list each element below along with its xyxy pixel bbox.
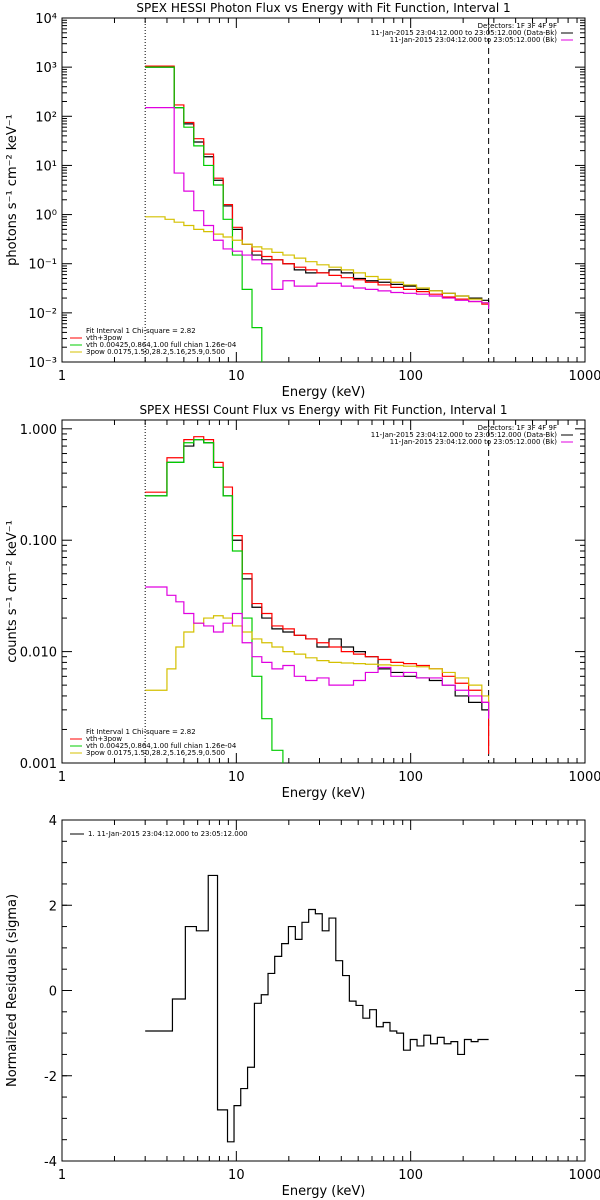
series-line-vth-3pow — [145, 65, 490, 308]
legend-bottomleft-text: vth+3pow — [86, 735, 122, 743]
plot-area — [145, 65, 490, 362]
legend-bottomleft-text: Fit Interval 1 Chi-square = 2.82 — [86, 728, 196, 736]
plot-area — [145, 436, 490, 763]
x-tick-label: 10 — [228, 1168, 245, 1183]
y-axis-label: photons s⁻¹ cm⁻² keV⁻¹ — [5, 114, 20, 266]
plot-frame — [61, 419, 586, 764]
y-tick-label: 0 — [49, 985, 57, 1000]
x-tick-label: 100 — [398, 1168, 423, 1183]
x-tick-label: 100 — [398, 369, 423, 384]
legend-bottomleft-text: vth 0.00425,0.864,1.00 full chian 1.26e-… — [86, 341, 237, 349]
legend-topright-text: 11-Jan-2015 23:04:12.000 to 23:05:12.000… — [371, 29, 558, 37]
y-tick-label: 1.000 — [20, 423, 57, 438]
y-tick-label: 4 — [49, 814, 57, 829]
y-tick-label: 10⁻³ — [28, 356, 57, 371]
legend-bottomleft-text: vth 0.00425,0.864,1.00 full chian 1.26e-… — [86, 742, 237, 750]
x-tick-label: 1000 — [568, 770, 600, 785]
series-line-1-11-jan-2015-23-04-12-000-to-23-05-12-000 — [145, 874, 489, 1143]
series-line-bk — [145, 107, 490, 309]
legend-text: 1. 11-Jan-2015 23:04:12.000 to 23:05:12.… — [88, 830, 248, 838]
x-tick-label: 1000 — [568, 1168, 600, 1183]
series-line-vth — [145, 66, 263, 362]
y-tick-label: 0.010 — [20, 646, 57, 661]
y-tick-label: 0.001 — [20, 757, 57, 772]
x-tick-label: 1 — [58, 770, 66, 785]
chart-title: SPEX HESSI Photon Flux vs Energy with Fi… — [136, 1, 510, 15]
x-tick-label: 1000 — [568, 369, 600, 384]
y-axis-label: Normalized Residuals (sigma) — [5, 894, 20, 1087]
x-tick-label: 1 — [58, 1168, 66, 1183]
chart-panel-1: SPEX HESSI Photon Flux vs Energy with Fi… — [5, 1, 600, 400]
y-tick-label: 10² — [35, 110, 57, 125]
plot-frame — [61, 819, 586, 1162]
series-line-vth — [145, 439, 284, 763]
legend-topright-text: Detectors: 1F 3F 4F 9F — [478, 424, 557, 432]
x-axis-label: Energy (keV) — [282, 385, 366, 400]
y-axis-label: counts s⁻¹ cm⁻² keV⁻¹ — [5, 520, 20, 663]
series-line-3pow — [145, 216, 490, 306]
legend-topright-text: Detectors: 1F 3F 4F 9F — [478, 22, 557, 30]
y-tick-label: 10³ — [35, 61, 57, 76]
y-tick-label: 2 — [49, 899, 57, 914]
series-line-vth-3pow — [145, 436, 490, 755]
plot-frame — [61, 17, 586, 363]
x-tick-label: 100 — [398, 770, 423, 785]
y-tick-label: 10⁻² — [28, 307, 57, 322]
chart-panel-3: 1 10 100 1000 -4 -2 0 2 4 Energy (keV) Normalized … — [5, 814, 600, 1199]
x-tick-label: 10 — [228, 369, 245, 384]
series-line-3pow — [145, 615, 490, 710]
y-tick-label: 10¹ — [35, 159, 57, 174]
legend-bottomleft-text: 3pow 0.0175,1.50,28.2,5.16,25.9,0.500 — [86, 749, 225, 757]
legend-topright-text: 11-Jan-2015 23:04:12.000 to 23:05:12.000… — [390, 36, 558, 44]
x-axis-label: Energy (keV) — [282, 786, 366, 801]
legend-topright-text: 11-Jan-2015 23:04:12.000 to 23:05:12.000… — [371, 431, 558, 439]
y-tick-label: -4 — [44, 1155, 57, 1170]
series-line-bk — [145, 586, 490, 719]
x-tick-label: 10 — [228, 770, 245, 785]
y-tick-label: 10⁰ — [35, 209, 57, 224]
y-tick-label: 10⁴ — [35, 12, 57, 27]
chart-title: SPEX HESSI Count Flux vs Energy with Fit… — [139, 403, 507, 417]
y-tick-label: 0.100 — [20, 534, 57, 549]
legend-bottomleft-text: 3pow 0.0175,1.50,28.2,5.16,25.9,0.500 — [86, 348, 225, 356]
legend-bottomleft-text: Fit Interval 1 Chi-square = 2.82 — [86, 327, 196, 335]
plot-area — [145, 874, 489, 1143]
x-axis-label: Energy (keV) — [282, 1184, 366, 1199]
x-tick-label: 1 — [58, 369, 66, 384]
legend-bottomleft-text: vth+3pow — [86, 334, 122, 342]
y-tick-label: 10⁻¹ — [28, 258, 57, 273]
y-tick-label: -2 — [44, 1070, 57, 1085]
legend-topright-text: 11-Jan-2015 23:04:12.000 to 23:05:12.000… — [390, 438, 558, 446]
chart-panel-2: SPEX HESSI Count Flux vs Energy with Fit… — [5, 403, 600, 801]
